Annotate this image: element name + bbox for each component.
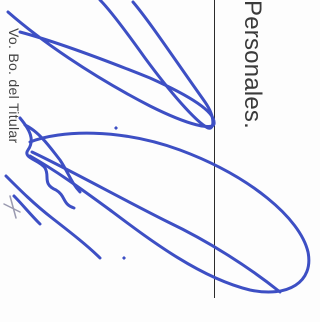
column-divider-line bbox=[214, 0, 215, 298]
section-heading: Personales. bbox=[239, 0, 266, 129]
approval-caption: Vo. Bo. del Titular bbox=[6, 28, 22, 144]
